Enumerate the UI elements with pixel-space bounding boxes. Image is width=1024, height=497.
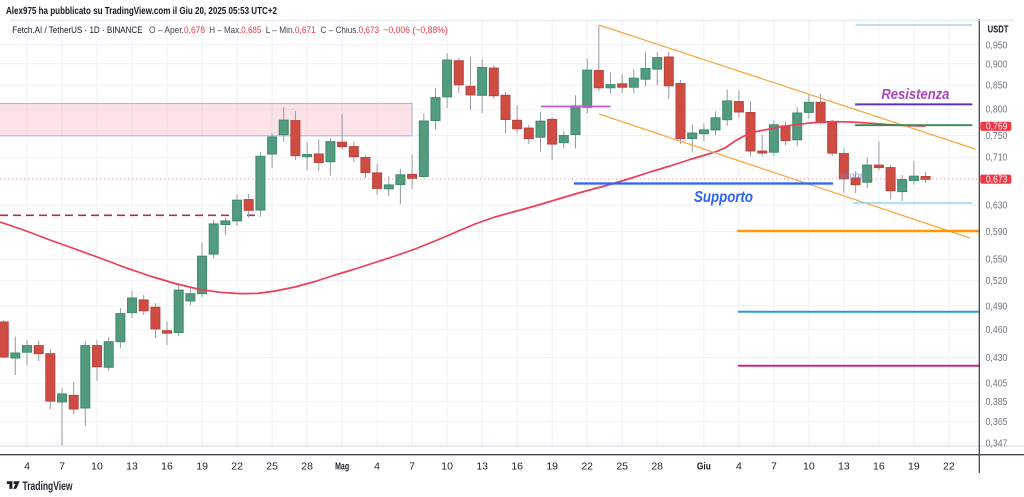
svg-text:0,800: 0,800 <box>986 105 1008 116</box>
svg-text:10: 10 <box>803 460 815 472</box>
svg-text:0,710: 0,710 <box>986 153 1008 164</box>
svg-text:50,00%: 50,00% <box>838 174 867 181</box>
svg-text:O – Aper.0,678: O – Aper.0,678 <box>149 25 205 36</box>
svg-text:10: 10 <box>91 460 103 472</box>
svg-text:28: 28 <box>651 460 663 472</box>
svg-text:Supporto: Supporto <box>694 189 753 206</box>
svg-text:25: 25 <box>266 460 278 472</box>
svg-text:10: 10 <box>441 460 453 472</box>
svg-text:0,590: 0,590 <box>986 227 1008 238</box>
svg-text:0,769: 0,769 <box>986 122 1008 133</box>
svg-text:Alex975 ha pubblicato su Tradi: Alex975 ha pubblicato su TradingView.com… <box>6 6 277 17</box>
svg-text:7: 7 <box>409 460 415 472</box>
svg-text:7: 7 <box>59 460 65 472</box>
svg-text:19: 19 <box>196 460 208 472</box>
svg-text:TradingView: TradingView <box>23 481 73 493</box>
svg-text:4: 4 <box>24 460 30 472</box>
svg-text:Mag: Mag <box>335 460 349 472</box>
svg-text:Giu: Giu <box>697 460 711 472</box>
svg-text:4: 4 <box>374 460 380 472</box>
svg-text:H – Max.0,685: H – Max.0,685 <box>209 25 261 36</box>
svg-text:13: 13 <box>126 460 138 472</box>
svg-text:16: 16 <box>511 460 523 472</box>
svg-text:0,950: 0,950 <box>986 40 1008 51</box>
svg-text:−0,006 (−0,88%): −0,006 (−0,88%) <box>383 25 448 36</box>
svg-text:28: 28 <box>301 460 313 472</box>
svg-text:13: 13 <box>476 460 488 472</box>
svg-text:Resistenza: Resistenza <box>881 87 949 103</box>
svg-text:25: 25 <box>616 460 628 472</box>
svg-text:22: 22 <box>581 460 593 472</box>
svg-text:0,850: 0,850 <box>986 81 1008 92</box>
svg-text:0,750: 0,750 <box>986 131 1008 142</box>
svg-text:22: 22 <box>943 460 955 472</box>
svg-text:13: 13 <box>838 460 850 472</box>
svg-text:0,673: 0,673 <box>986 175 1008 186</box>
svg-text:USDT: USDT <box>988 24 1009 35</box>
svg-text:0,550: 0,550 <box>986 255 1008 266</box>
svg-text:16: 16 <box>161 460 173 472</box>
svg-text:0,365: 0,365 <box>986 417 1008 428</box>
svg-text:0,385: 0,385 <box>986 397 1008 408</box>
svg-text:0,490: 0,490 <box>986 301 1008 312</box>
svg-text:0,630: 0,630 <box>986 201 1008 212</box>
svg-text:0,347: 0,347 <box>986 439 1008 450</box>
svg-text:0,430: 0,430 <box>986 353 1008 364</box>
svg-text:0,900: 0,900 <box>986 59 1008 70</box>
svg-text:Fetch.AI / TetherUS · 1D · BIN: Fetch.AI / TetherUS · 1D · BINANCE <box>12 25 142 36</box>
svg-text:4: 4 <box>736 460 742 472</box>
svg-text:L – Min.0,671: L – Min.0,671 <box>266 25 316 36</box>
svg-text:19: 19 <box>908 460 920 472</box>
svg-text:0,405: 0,405 <box>986 379 1008 390</box>
svg-text:7: 7 <box>771 460 777 472</box>
svg-text:0,460: 0,460 <box>986 325 1008 336</box>
svg-text:16: 16 <box>873 460 885 472</box>
svg-text:19: 19 <box>546 460 558 472</box>
svg-text:22: 22 <box>231 460 243 472</box>
svg-text:C – Chius.0,673: C – Chius.0,673 <box>321 25 380 36</box>
svg-text:0,520: 0,520 <box>986 276 1008 287</box>
